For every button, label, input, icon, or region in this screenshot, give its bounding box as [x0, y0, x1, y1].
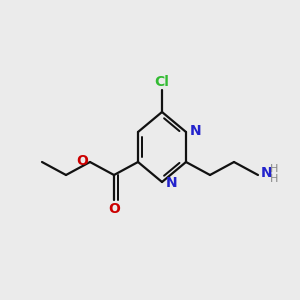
- Text: O: O: [108, 202, 120, 216]
- Text: H: H: [270, 174, 278, 184]
- Text: N: N: [166, 176, 178, 190]
- Text: H: H: [270, 164, 278, 174]
- Text: O: O: [76, 154, 88, 168]
- Text: N: N: [190, 124, 202, 138]
- Text: N: N: [261, 166, 273, 180]
- Text: Cl: Cl: [154, 75, 169, 89]
